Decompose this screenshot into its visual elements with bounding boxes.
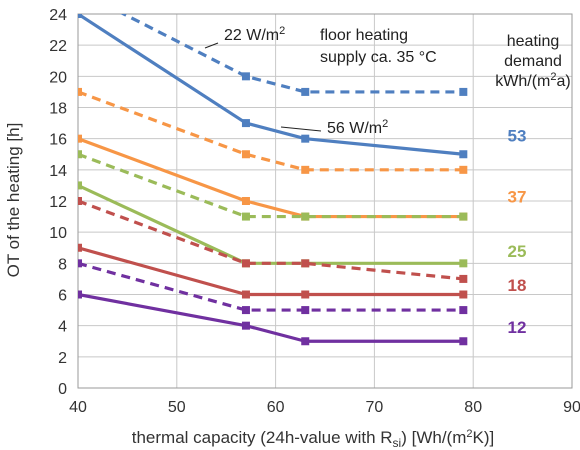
y-tick-label: 16	[49, 132, 67, 149]
data-point-25-dashed	[241, 212, 250, 221]
data-point-12-solid	[459, 337, 468, 346]
series-line-53-dashed	[120, 14, 464, 94]
x-tick-label: 70	[366, 399, 384, 416]
data-point-18-dashed	[78, 197, 82, 205]
data-point-53-dashed	[241, 72, 250, 81]
x-tick-label: 90	[563, 399, 580, 416]
data-point-18-solid	[459, 290, 468, 299]
data-point-37-dashed	[241, 150, 250, 159]
data-point-18-solid	[241, 290, 250, 299]
data-point-18-dashed	[241, 259, 250, 268]
data-point-25-solid	[459, 259, 468, 268]
demand-labels: 53 37 25 18 12	[508, 127, 527, 338]
data-point-18-solid	[301, 290, 310, 299]
y-tick-label: 8	[58, 256, 67, 273]
y-tick-label: 18	[49, 101, 67, 118]
series-line-18-dashed	[78, 199, 464, 281]
data-point-18-solid	[78, 243, 82, 252]
y-tick-label: 14	[49, 163, 67, 180]
demand-label-25: 25	[508, 242, 527, 261]
series-layer	[78, 14, 468, 346]
demand-label-37: 37	[508, 187, 527, 206]
anno-22w: 22 W/m2	[224, 25, 285, 44]
data-point-25-solid	[78, 181, 82, 190]
data-point-12-solid	[301, 337, 310, 346]
y-tick-label: 6	[58, 288, 67, 305]
series-line-37-dashed	[78, 90, 464, 172]
data-point-53-dashed	[459, 87, 468, 96]
y-tick-label: 24	[49, 7, 67, 24]
y-tick-label: 12	[49, 194, 67, 211]
data-point-25-dashed	[459, 212, 468, 221]
demand-label-12: 12	[508, 318, 527, 337]
y-tick-label: 10	[49, 225, 67, 242]
anno-22-leader	[204, 42, 219, 49]
x-tick-labels: 40 50 60 70 80 90	[69, 399, 580, 416]
data-point-25-dashed	[78, 150, 82, 159]
anno-floor-heating: floor heating	[320, 27, 408, 44]
y-tick-label: 2	[58, 350, 67, 367]
legend-title-unit: kWh/(m2a)	[495, 71, 570, 90]
series-line-25-dashed	[78, 152, 464, 219]
y-tick-label: 20	[49, 69, 67, 86]
demand-label-18: 18	[508, 276, 527, 295]
series-line-53-solid	[78, 14, 464, 156]
legend-title-heating: heating	[507, 33, 560, 50]
y-axis-title: OT of the heating [h]	[4, 123, 23, 278]
series-line-12-solid	[78, 292, 464, 343]
data-point-12-solid	[241, 321, 250, 330]
series-line-18-solid	[78, 246, 464, 297]
data-point-12-solid	[78, 290, 82, 299]
data-point-12-dashed	[241, 306, 250, 315]
x-tick-label: 80	[464, 399, 482, 416]
data-point-53-solid	[78, 14, 82, 18]
legend-title-demand: demand	[504, 53, 562, 70]
data-point-18-dashed	[459, 274, 468, 283]
series-line-25-solid	[78, 183, 464, 265]
data-point-37-solid	[241, 197, 250, 205]
anno-56w: 56 W/m2	[327, 118, 388, 137]
anno-supply-temp: supply ca. 35 °C	[320, 49, 437, 66]
data-point-53-solid	[459, 150, 468, 159]
y-tick-label: 22	[49, 38, 67, 55]
data-point-12-dashed	[78, 259, 82, 268]
data-point-37-dashed	[301, 165, 310, 174]
data-point-12-dashed	[301, 306, 310, 315]
anno-56-leader	[280, 126, 322, 132]
data-point-53-solid	[301, 134, 310, 143]
data-point-18-dashed	[301, 259, 310, 268]
x-tick-label: 40	[69, 399, 87, 416]
y-tick-label: 0	[58, 381, 67, 398]
y-tick-label: 4	[58, 319, 67, 336]
demand-label-53: 53	[508, 127, 527, 146]
data-point-37-dashed	[78, 87, 82, 96]
data-point-53-solid	[241, 119, 250, 128]
data-point-12-dashed	[459, 306, 468, 315]
x-tick-label: 60	[267, 399, 285, 416]
data-point-37-dashed	[459, 165, 468, 174]
x-axis-title: thermal capacity (24h-value with Rsi) [W…	[132, 428, 494, 450]
x-tick-label: 50	[168, 399, 186, 416]
data-point-25-dashed	[301, 212, 310, 221]
data-point-37-solid	[78, 134, 82, 143]
data-point-53-dashed	[301, 87, 310, 96]
series-line-12-dashed	[78, 261, 464, 312]
